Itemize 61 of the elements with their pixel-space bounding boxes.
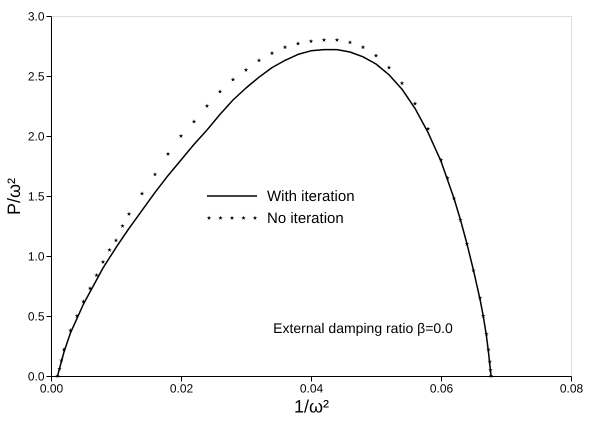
point (438, 158, 444, 162)
point (59, 358, 64, 362)
x-tick-label: 0.06 (430, 382, 454, 396)
point (308, 38, 314, 44)
point (471, 268, 476, 272)
point (230, 77, 236, 82)
point (458, 218, 463, 222)
point (74, 314, 80, 318)
point (412, 101, 418, 106)
point (334, 38, 340, 42)
point (140, 191, 144, 196)
point (178, 134, 184, 138)
y-tick-label: 0.5 (28, 310, 45, 324)
y-tick-label: 3.0 (28, 10, 45, 24)
point (114, 238, 118, 242)
point (166, 152, 170, 156)
point (464, 242, 470, 246)
point (204, 104, 210, 108)
point (296, 41, 300, 46)
y-tick-label: 0.0 (28, 370, 45, 384)
point (256, 58, 262, 62)
point (57, 366, 62, 371)
point (218, 89, 222, 94)
y-axis-title: P/ω² (4, 178, 24, 216)
point (62, 347, 66, 352)
y-tick-label: 2.5 (28, 70, 45, 84)
x-tick-label: 0.02 (170, 382, 194, 396)
point (478, 296, 482, 300)
point (386, 65, 392, 70)
point (360, 44, 366, 50)
x-tick-label: 0.00 (40, 382, 64, 396)
y-tick-label: 2.0 (28, 130, 45, 144)
point (270, 50, 274, 56)
point (322, 38, 326, 42)
point (244, 68, 248, 72)
point (55, 374, 60, 378)
line-series (56, 48, 492, 377)
y-tick-label: 1.0 (28, 250, 45, 264)
point (100, 260, 106, 264)
point (374, 53, 378, 58)
point (152, 172, 158, 176)
annotation: External damping ratio β=0.0 (273, 320, 454, 336)
x-axis-title: 1/ω² (294, 396, 330, 416)
point (68, 328, 73, 332)
y-tick-label: 1.5 (28, 190, 45, 204)
point (192, 119, 196, 124)
point (452, 196, 456, 200)
x-tick-label: 0.08 (560, 382, 584, 396)
point (94, 272, 99, 278)
point (484, 332, 489, 336)
point (126, 212, 132, 216)
point (107, 248, 112, 252)
point (120, 224, 125, 228)
x-tick-label: 0.04 (300, 382, 324, 396)
point (445, 176, 450, 180)
point (282, 44, 288, 50)
legend-label: With iteration (267, 188, 355, 205)
legend-label: No iteration (267, 210, 344, 227)
point (400, 80, 404, 86)
point (348, 40, 352, 44)
point (486, 347, 491, 352)
